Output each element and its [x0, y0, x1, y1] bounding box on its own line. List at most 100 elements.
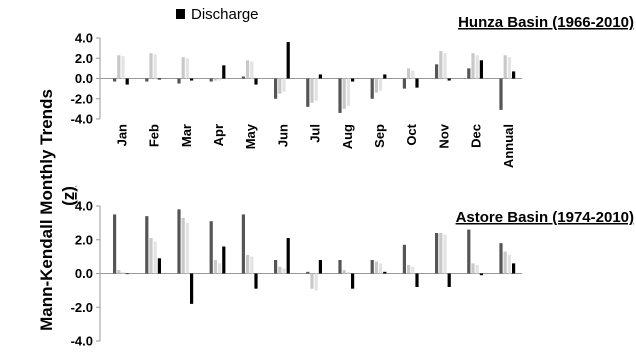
bar-dec-s3 — [475, 265, 479, 274]
bar-jun-s1 — [274, 260, 278, 274]
bar-feb-s1 — [145, 78, 149, 82]
bar-jan-s1 — [113, 78, 117, 82]
bar-nov-s1 — [435, 64, 439, 79]
bar-jun-s4 — [286, 42, 290, 79]
bar-aug-s3 — [346, 271, 350, 274]
bar-may-s1 — [241, 76, 245, 79]
y-axis-title-line2: (z) — [59, 186, 78, 206]
bar-feb-s2 — [149, 53, 153, 79]
y-tick-label: -2.0 — [71, 300, 93, 315]
bar-feb-s4 — [157, 78, 161, 80]
bar-aug-s3 — [346, 78, 350, 106]
bar-dec-s1 — [467, 68, 471, 79]
bar-apr-s2 — [213, 78, 217, 81]
chart-panel-2: Astore Basin (1974-2010) 4.0 2.0 0.0 -2.0 -4.… — [71, 199, 634, 349]
bar-oct-s3 — [411, 70, 415, 79]
bar-oct-s2 — [407, 68, 411, 79]
bar-mar-s2 — [181, 57, 185, 79]
bar-dec-s2 — [471, 53, 475, 79]
bar-jan-s1 — [113, 214, 117, 274]
bar-oct-s2 — [407, 265, 411, 274]
bar-jan-s4 — [125, 273, 129, 275]
bar-jun-s2 — [278, 78, 282, 94]
bar-jul-s4 — [318, 260, 322, 274]
bar-may-s2 — [246, 60, 250, 79]
bar-may-s3 — [250, 61, 254, 79]
bar-sep-s3 — [379, 78, 383, 91]
bar-mar-s3 — [185, 222, 189, 274]
bar-nov-s2 — [439, 233, 443, 274]
bar-aug-s2 — [342, 78, 346, 109]
bar-oct-s1 — [402, 78, 406, 89]
y-axis-title: Mann-Kendall Monthly Trends (z) — [37, 89, 78, 331]
legend-swatch-discharge — [176, 9, 185, 19]
bar-dec-s4 — [479, 273, 483, 276]
bar-annual-s2 — [503, 251, 507, 274]
x-tick-label-sep: Sep — [372, 124, 387, 148]
bar-feb-s4 — [157, 258, 161, 274]
bar-apr-s3 — [218, 263, 222, 274]
x-tick-label-feb: Feb — [147, 124, 162, 147]
bar-dec-s2 — [471, 263, 475, 274]
bar-apr-s1 — [209, 221, 213, 274]
x-tick-label-oct: Oct — [404, 123, 419, 145]
x-tick-label-apr: Apr — [211, 124, 226, 146]
bar-oct-s3 — [411, 266, 415, 274]
bar-nov-s3 — [443, 234, 447, 274]
bar-annual-s1 — [499, 78, 503, 110]
bar-apr-s3 — [218, 78, 222, 81]
bar-sep-s4 — [383, 74, 387, 79]
bar-nov-s3 — [443, 53, 447, 79]
y-axis-title-line1: Mann-Kendall Monthly Trends — [37, 89, 56, 331]
bar-oct-s1 — [402, 244, 406, 274]
y-tick-label: -4.0 — [71, 112, 93, 127]
bar-aug-s2 — [342, 270, 346, 274]
bar-annual-s1 — [499, 243, 503, 274]
x-tick-label-nov: Nov — [436, 123, 451, 148]
bar-sep-s2 — [374, 78, 378, 93]
bar-annual-s3 — [507, 57, 511, 79]
bar-sep-s4 — [383, 271, 387, 274]
bar-annual-s2 — [503, 55, 507, 79]
bar-apr-s4 — [222, 246, 226, 274]
x-tick-label-may: May — [243, 123, 258, 149]
x-tick-label-jul: Jul — [308, 124, 323, 143]
bar-nov-s4 — [447, 78, 451, 81]
bar-may-s2 — [246, 254, 250, 274]
bar-nov-s4 — [447, 273, 451, 287]
bar-annual-s4 — [512, 263, 516, 274]
bar-aug-s4 — [351, 273, 355, 289]
bar-dec-s3 — [475, 55, 479, 79]
bar-nov-s1 — [435, 233, 439, 274]
bar-may-s3 — [250, 256, 254, 274]
bar-sep-s1 — [370, 260, 374, 274]
bar-jul-s2 — [310, 78, 314, 103]
bar-jul-s3 — [314, 78, 318, 101]
bar-dec-s4 — [479, 60, 483, 79]
y-tick-label: 4.0 — [75, 31, 93, 46]
bar-mar-s2 — [181, 217, 185, 274]
y-tick-label: 2.0 — [75, 232, 93, 247]
bar-jan-s3 — [121, 271, 125, 274]
bar-sep-s2 — [374, 261, 378, 274]
bar-mar-s1 — [177, 209, 181, 274]
bar-nov-s2 — [439, 51, 443, 79]
bar-jul-s2 — [310, 273, 314, 289]
bar-aug-s1 — [338, 260, 342, 274]
panel-title: Astore Basin (1974-2010) — [456, 209, 634, 226]
bar-jan-s2 — [117, 55, 121, 79]
bar-aug-s1 — [338, 78, 342, 113]
bar-mar-s3 — [185, 58, 189, 79]
bar-jun-s2 — [278, 266, 282, 274]
bar-oct-s4 — [415, 273, 419, 287]
bar-jan-s4 — [125, 78, 129, 85]
x-tick-label-jun: Jun — [275, 124, 290, 147]
bar-feb-s2 — [149, 238, 153, 274]
bar-feb-s3 — [153, 241, 157, 274]
x-tick-label-jan: Jan — [114, 124, 129, 146]
bar-jul-s1 — [306, 78, 310, 107]
y-tick-label: 0.0 — [75, 71, 93, 86]
bar-feb-s1 — [145, 216, 149, 274]
bar-annual-s3 — [507, 254, 511, 274]
